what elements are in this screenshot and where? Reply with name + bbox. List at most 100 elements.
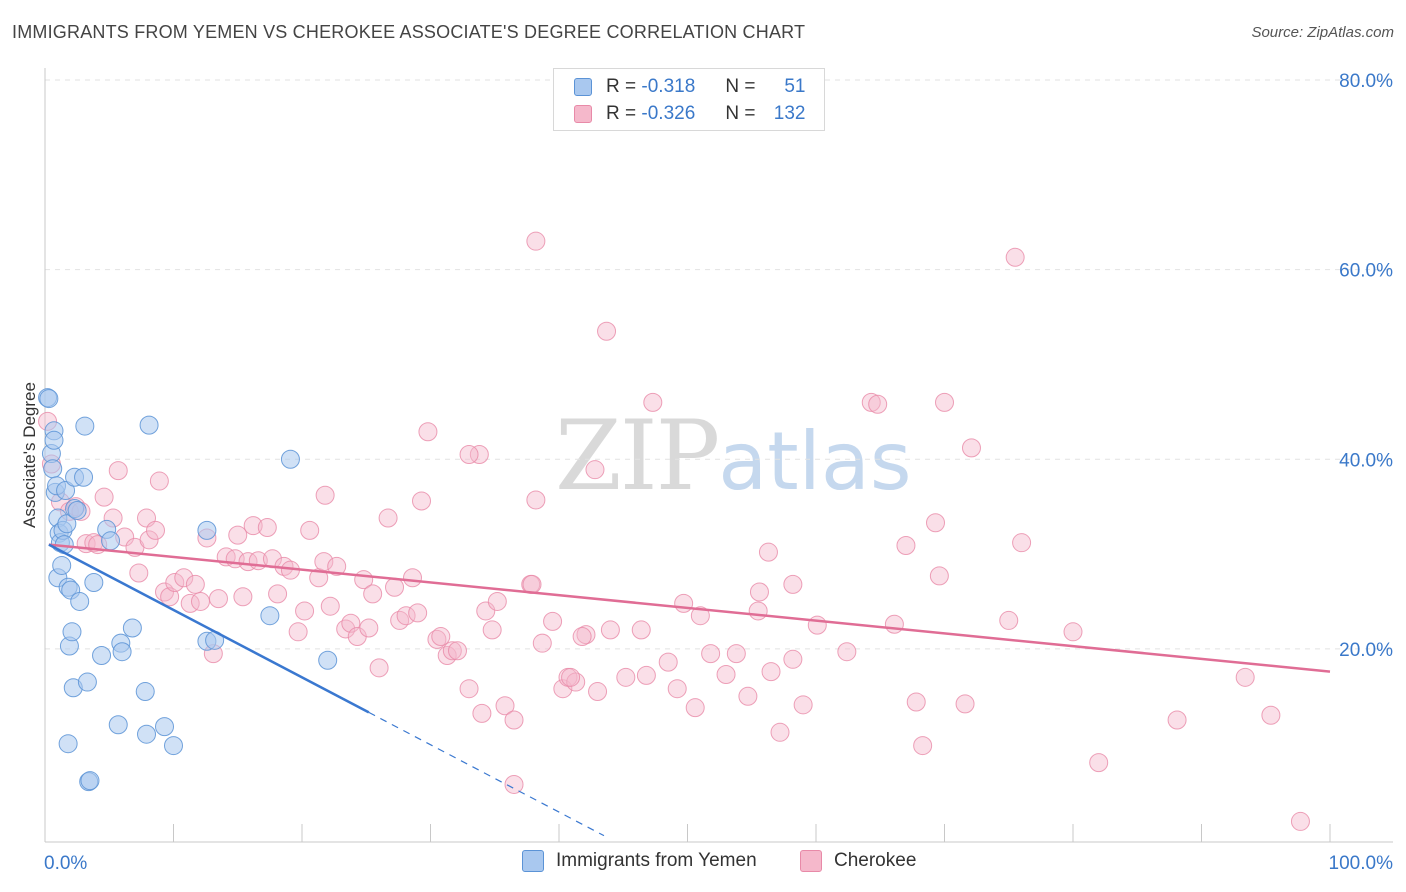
cherokee-point — [336, 619, 356, 639]
cherokee-point — [295, 601, 315, 621]
cherokee-point — [674, 593, 694, 613]
yemen-point — [67, 500, 87, 520]
cherokee-point — [807, 615, 827, 635]
cherokee-point — [431, 627, 451, 647]
yemen-point — [62, 622, 82, 642]
yemen-point — [137, 724, 157, 744]
yemen-point — [122, 618, 142, 638]
cherokee-point — [1167, 710, 1187, 730]
cherokee-point — [758, 542, 778, 562]
cherokee-point — [315, 485, 335, 505]
cherokee-point — [884, 614, 904, 634]
cherokee-point — [526, 490, 546, 510]
cherokee-point — [160, 587, 180, 607]
cherokee-point — [749, 582, 769, 602]
yemen-point — [139, 415, 159, 435]
cherokee-point — [447, 641, 467, 661]
cherokee-point — [783, 649, 803, 669]
cherokee-point — [208, 589, 228, 609]
cherokee-point — [1235, 667, 1255, 687]
y-tick-label: 20.0% — [1339, 640, 1393, 661]
cherokee-point — [837, 642, 857, 662]
cherokee-point — [961, 438, 981, 458]
yemen-point — [84, 573, 104, 593]
cherokee-point — [1290, 811, 1310, 831]
cherokee-point — [238, 552, 258, 572]
cherokee-point — [129, 563, 149, 583]
cherokee-point — [1005, 247, 1025, 267]
cherokee-point — [300, 520, 320, 540]
yemen-point — [70, 591, 90, 611]
legend-r-label: R = — [606, 76, 637, 97]
yemen-point — [39, 389, 59, 409]
yemen-point — [52, 555, 72, 575]
cherokee-point — [369, 658, 389, 678]
cherokee-point — [504, 774, 524, 794]
yemen-point — [164, 736, 183, 756]
cherokee-point — [868, 394, 888, 414]
yemen-point — [44, 430, 64, 450]
yemen-point — [197, 520, 217, 540]
y-tick-label: 80.0% — [1339, 71, 1393, 92]
yemen-point — [112, 642, 132, 662]
cherokee-point — [459, 445, 479, 465]
legend-n-value: 51 — [784, 76, 806, 97]
cherokee-point — [726, 644, 746, 664]
cherokee-point — [793, 695, 813, 715]
cherokee-point — [185, 574, 205, 594]
cherokee-point — [543, 611, 563, 631]
legend-row-cherokee: R = -0.326 N = 132 — [574, 102, 806, 126]
bottom-legend-yemen: Immigrants from Yemen — [522, 850, 757, 872]
cherokee-point — [748, 601, 768, 621]
cherokee-point — [327, 556, 347, 576]
cherokee-point — [359, 618, 379, 638]
cherokee-point — [94, 487, 114, 507]
cherokee-point — [412, 491, 432, 511]
cherokee-point — [408, 603, 428, 623]
cherokee-point — [643, 392, 663, 412]
cherokee-point — [935, 392, 954, 412]
cherokee-point — [504, 710, 524, 730]
cherokee-point — [861, 392, 881, 412]
cherokee-point — [378, 508, 398, 528]
cherokee-point — [1089, 753, 1109, 773]
cherokee-point — [761, 662, 781, 682]
legend-r-label: R = — [606, 103, 637, 124]
cherokee-point — [600, 620, 620, 640]
x-tick-label: 100.0% — [1329, 853, 1394, 874]
legend-swatch-yemen — [574, 78, 592, 96]
cherokee-point — [926, 513, 946, 533]
bottom-legend-swatch-yemen — [522, 850, 544, 872]
yemen-point — [280, 449, 300, 469]
cherokee-point — [597, 321, 617, 341]
cherokee-point — [783, 574, 803, 594]
cherokee-point — [288, 622, 308, 642]
cherokee-point — [685, 698, 705, 718]
yemen-point — [75, 416, 95, 436]
cherokee-point — [738, 686, 758, 706]
cherokee-point — [482, 620, 502, 640]
yemen-point — [108, 715, 128, 735]
cherokee-point — [955, 694, 975, 714]
cherokee-point — [190, 591, 210, 611]
cherokee-point — [459, 679, 479, 699]
cherokee-point — [636, 665, 656, 685]
cherokee-point — [139, 530, 159, 550]
yemen-point — [77, 672, 97, 692]
yemen-point — [92, 646, 112, 666]
y-tick-label: 60.0% — [1339, 261, 1393, 282]
cherokee-point — [320, 596, 340, 616]
bottom-legend-label-cherokee: Cherokee — [834, 850, 917, 871]
watermark-zip: ZIP — [555, 400, 720, 512]
yemen-point — [57, 514, 77, 534]
cherokee-point — [418, 422, 438, 442]
cherokee-point — [472, 703, 492, 723]
cherokee-point — [913, 736, 933, 756]
watermark: ZIPatlas — [555, 400, 912, 512]
cherokee-point — [149, 471, 169, 491]
bottom-legend-label-yemen: Immigrants from Yemen — [556, 850, 757, 871]
cherokee-point — [268, 584, 288, 604]
cherokee-point — [561, 667, 581, 687]
chart-title: IMMIGRANTS FROM YEMEN VS CHEROKEE ASSOCI… — [12, 22, 806, 42]
